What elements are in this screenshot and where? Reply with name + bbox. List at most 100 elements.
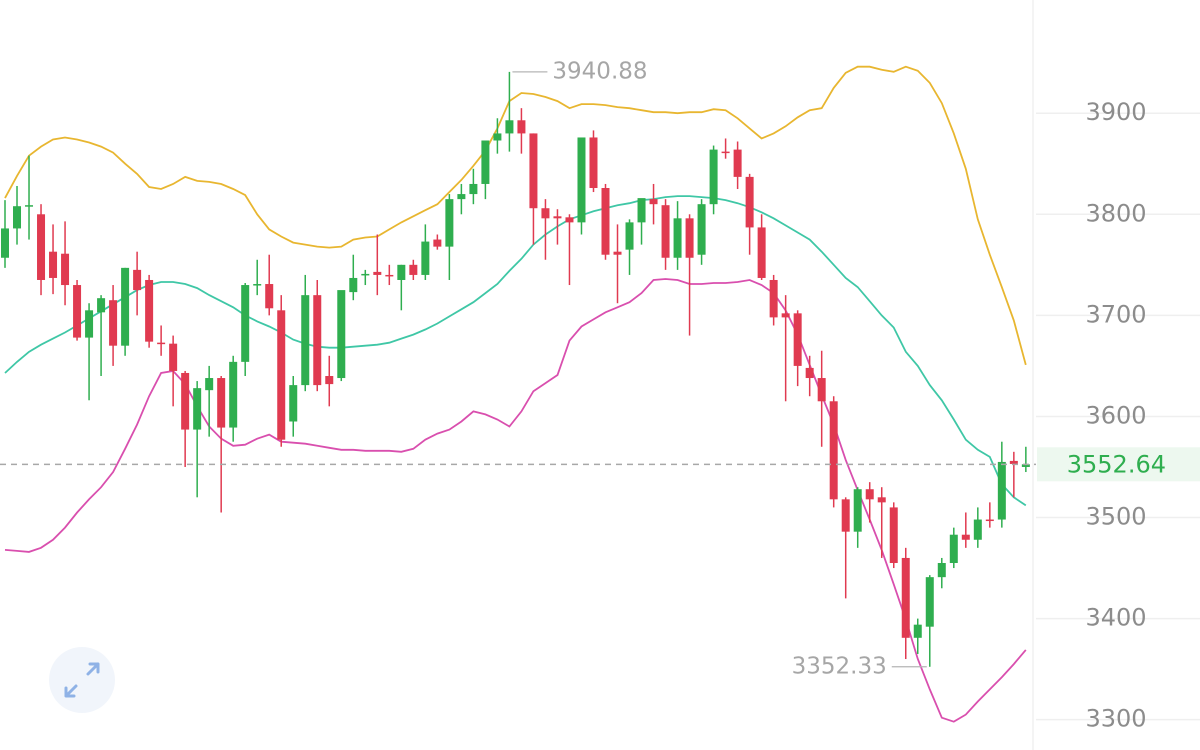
- candle-body: [301, 295, 310, 386]
- candle-body: [781, 313, 790, 318]
- candle-body: [805, 367, 814, 379]
- candle-body: [37, 214, 46, 280]
- candle-body: [1009, 460, 1018, 464]
- y-tick-label: 3400: [1085, 604, 1146, 632]
- y-tick-label: 3800: [1085, 199, 1146, 227]
- candle-body: [25, 205, 34, 207]
- expand-button-bg[interactable]: [49, 647, 115, 713]
- candle-body: [49, 251, 58, 278]
- band-line: [4, 195, 1027, 507]
- candle-body: [337, 290, 346, 379]
- candle-body: [85, 310, 94, 338]
- candle-body: [637, 198, 646, 223]
- candle-body: [409, 264, 418, 275]
- candle-body: [853, 489, 862, 532]
- candle-body: [493, 133, 502, 141]
- candle-body: [661, 205, 670, 258]
- candle-body: [949, 534, 958, 564]
- candle-body: [505, 120, 514, 134]
- candle-body: [685, 218, 694, 258]
- candle-body: [61, 253, 70, 286]
- candle-body: [769, 279, 778, 318]
- candle-body: [997, 461, 1006, 520]
- candle-body: [889, 507, 898, 564]
- y-tick-label: 3500: [1085, 503, 1146, 531]
- candle-body: [241, 285, 250, 362]
- candle-body: [313, 295, 322, 386]
- candle-body: [541, 208, 550, 219]
- candle-body: [265, 284, 274, 309]
- candle-body: [973, 519, 982, 540]
- candle-body: [421, 241, 430, 275]
- y-tick-label: 3600: [1085, 401, 1146, 429]
- candle-body: [577, 137, 586, 223]
- candle-body: [733, 149, 742, 177]
- candle-body: [469, 183, 478, 195]
- candle-body: [277, 310, 286, 440]
- candle-body: [169, 343, 178, 371]
- candle-body: [589, 137, 598, 189]
- last-price-box: [1037, 447, 1200, 482]
- candle-body: [829, 401, 838, 500]
- candle-body: [517, 120, 526, 134]
- y-tick-label: 3900: [1085, 98, 1146, 126]
- candle-body: [901, 557, 910, 638]
- candle-body: [481, 140, 490, 184]
- candle-body: [385, 274, 394, 277]
- candle-body: [817, 378, 826, 402]
- candle-body: [625, 222, 634, 250]
- band-line: [4, 65, 1027, 366]
- candle-body: [397, 264, 406, 280]
- expand-button[interactable]: [49, 647, 115, 713]
- candle-body: [145, 279, 154, 342]
- candle-body: [325, 376, 334, 385]
- candle-body: [433, 239, 442, 247]
- candle-body: [709, 149, 718, 205]
- candle-body: [181, 372, 190, 430]
- candle-body: [361, 273, 370, 276]
- candle-body: [229, 361, 238, 428]
- candle-body: [13, 206, 22, 229]
- candle-body: [109, 300, 118, 346]
- candle-body: [673, 218, 682, 258]
- candle-body: [445, 199, 454, 247]
- y-tick-label: 3700: [1085, 300, 1146, 328]
- candle-body: [1, 228, 9, 258]
- last-price-label: 3552.64: [1067, 450, 1166, 478]
- candle-body: [133, 269, 142, 291]
- candle-body: [913, 624, 922, 638]
- candle-body: [697, 204, 706, 255]
- candle-body: [877, 497, 886, 503]
- candle-body: [721, 151, 730, 154]
- candle-body: [373, 271, 382, 275]
- band-line: [4, 278, 1027, 723]
- candle-body: [793, 313, 802, 366]
- candle-body: [937, 563, 946, 578]
- expand-icon[interactable]: [64, 662, 100, 698]
- max-label: 3940.88: [552, 58, 647, 84]
- candle-body: [745, 176, 754, 228]
- candle-body: [97, 298, 106, 313]
- candle-body: [601, 188, 610, 255]
- candle-body: [289, 385, 298, 422]
- candle-body: [457, 194, 466, 200]
- candle-body: [349, 277, 358, 293]
- candle-body: [73, 285, 82, 338]
- min-label: 3352.33: [792, 653, 887, 679]
- candle-body: [193, 388, 202, 430]
- candle-body: [613, 251, 622, 255]
- candle-body: [1021, 464, 1030, 467]
- candle-body: [157, 342, 166, 345]
- candle-body: [121, 267, 130, 346]
- candle-body: [217, 378, 226, 428]
- candle-body: [961, 534, 970, 540]
- candle-body: [649, 199, 658, 205]
- candle-body: [205, 378, 214, 391]
- candle-body: [841, 499, 850, 532]
- candle-body: [553, 216, 562, 219]
- y-tick-label: 3300: [1085, 705, 1146, 733]
- candle-body: [865, 489, 874, 500]
- candle-body: [757, 227, 766, 278]
